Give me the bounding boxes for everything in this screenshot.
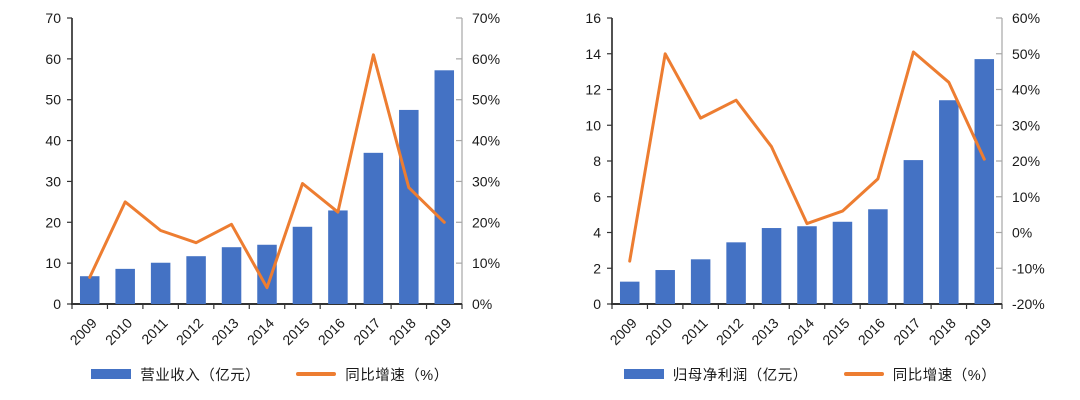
bar [363,152,384,304]
bar-series-swatch [91,369,132,379]
profit-chart-legend: 归母净利润（亿元） 同比增速（%） [540,352,1080,396]
left-axis-tick-label: 60 [45,51,61,67]
left-axis-tick-label: 8 [593,153,601,169]
bar [434,70,455,304]
legend-item-profit-bar: 归母净利润（亿元） [623,364,808,385]
bar-series-swatch [623,369,664,379]
bar [832,221,853,304]
x-axis-label: 2016 [315,315,348,348]
x-axis-label: 2018 [386,315,419,348]
x-axis-label: 2017 [890,315,923,348]
profit-chart-canvas: 0 2 4 6 8 10 12 14 16 -20% -10% 0% 10% 20% 30% 40% 50% 60… [585,10,1045,348]
x-axis-label: 2018 [926,315,959,348]
x-axis-label: 2009 [67,315,100,348]
x-axis-label: 2017 [350,315,383,348]
left-axis-tick-label: 20 [45,214,61,230]
x-axis-label: 2013 [748,315,781,348]
right-axis-tick-label: 20% [1012,153,1040,169]
bar [939,100,959,304]
x-axis-label: 2014 [784,315,817,348]
bar [619,281,640,304]
left-axis-tick-label: 2 [593,260,601,276]
bar [399,109,419,304]
right-axis-tick-label: 70% [472,10,500,26]
left-axis-tick-label: 6 [593,189,601,205]
bar [903,160,924,304]
right-axis-tick-label: -20% [1012,296,1045,312]
left-axis-tick-label: 50 [45,92,61,108]
right-axis-tick-label: 10% [472,255,500,271]
legend-item-growth-line: 同比增速（%） [843,364,997,385]
bar [761,228,782,304]
revenue-chart-legend: 营业收入（亿元） 同比增速（%） [0,352,540,396]
right-axis-tick-label: 10% [1012,189,1040,205]
x-axis-label: 2011 [138,315,171,348]
x-axis-label: 2013 [208,315,241,348]
x-axis-label: 2019 [421,315,454,348]
left-axis-tick-label: 14 [585,46,601,62]
bar [726,242,746,304]
right-axis-tick-label: 50% [1012,46,1040,62]
growth-line [88,53,446,290]
legend-label-growth: 同比增速（%） [345,367,449,384]
bar [328,210,348,304]
left-axis-tick-label: 10 [45,255,61,271]
x-axis-label: 2016 [855,315,888,348]
legend-item-growth-line: 同比增速（%） [296,364,448,385]
right-axis-tick-label: 50% [472,92,500,108]
right-axis-tick-label: -10% [1012,260,1045,276]
legend-item-revenue-bar: 营业收入（亿元） [91,364,260,385]
legend-label-profit: 归母净利润（亿元） [672,367,808,384]
line-series-swatch [843,372,884,376]
bar [221,247,242,304]
revenue-chart-canvas: 0 10 20 30 40 50 60 70 0% 10% 20% 30% 40% 50% 60% 70% 20… [45,10,500,348]
right-axis-tick-label: 60% [1012,10,1040,26]
profit-growth-chart: 0 2 4 6 8 10 12 14 16 -20% -10% 0% 10% 20% 30% 40% 50% 60… [540,0,1080,400]
left-axis-tick-label: 0 [593,296,601,312]
left-axis-tick-label: 12 [585,82,601,98]
bar [690,259,711,304]
right-axis-tick-label: 60% [472,51,500,67]
right-axis-tick-label: 40% [472,133,500,149]
line-series-swatch [296,372,337,376]
bar [186,256,206,304]
x-axis-label: 2009 [607,315,640,348]
x-axis-label: 2011 [678,315,711,348]
growth-line [628,50,986,263]
right-axis-tick-label: 20% [472,214,500,230]
left-axis-tick-label: 30 [45,173,61,189]
left-axis-tick-label: 16 [585,10,601,26]
x-axis-label: 2019 [961,315,994,348]
x-axis-label: 2012 [713,315,746,348]
left-axis-tick-label: 0 [53,296,61,312]
bar [115,268,135,304]
bar [797,226,817,304]
bar [79,276,100,304]
left-axis-tick-label: 70 [45,10,61,26]
right-axis-tick-label: 0% [1012,225,1032,241]
legend-label-revenue: 营业收入（亿元） [140,367,261,384]
bar [655,270,675,304]
bar [868,209,888,304]
revenue-growth-chart: 0 10 20 30 40 50 60 70 0% 10% 20% 30% 40% 50% 60% 70% 20… [0,10,540,396]
x-axis-label: 2015 [819,315,852,348]
left-axis-tick-label: 4 [593,225,601,241]
right-axis-tick-label: 0% [472,296,492,312]
bar [974,59,995,304]
right-axis-tick-label: 40% [1012,82,1040,98]
bar [257,244,277,304]
legend-label-growth: 同比增速（%） [892,367,997,384]
x-axis-label: 2015 [279,315,312,348]
bar [292,226,313,304]
x-axis-label: 2012 [173,315,206,348]
left-axis-tick-label: 40 [45,133,61,149]
right-axis-tick-label: 30% [1012,117,1040,133]
bar [150,262,171,304]
x-axis-label: 2010 [102,315,135,348]
left-axis-tick-label: 10 [585,117,601,133]
x-axis-label: 2014 [244,315,277,348]
right-axis-tick-label: 30% [472,173,500,189]
x-axis-label: 2010 [642,315,675,348]
